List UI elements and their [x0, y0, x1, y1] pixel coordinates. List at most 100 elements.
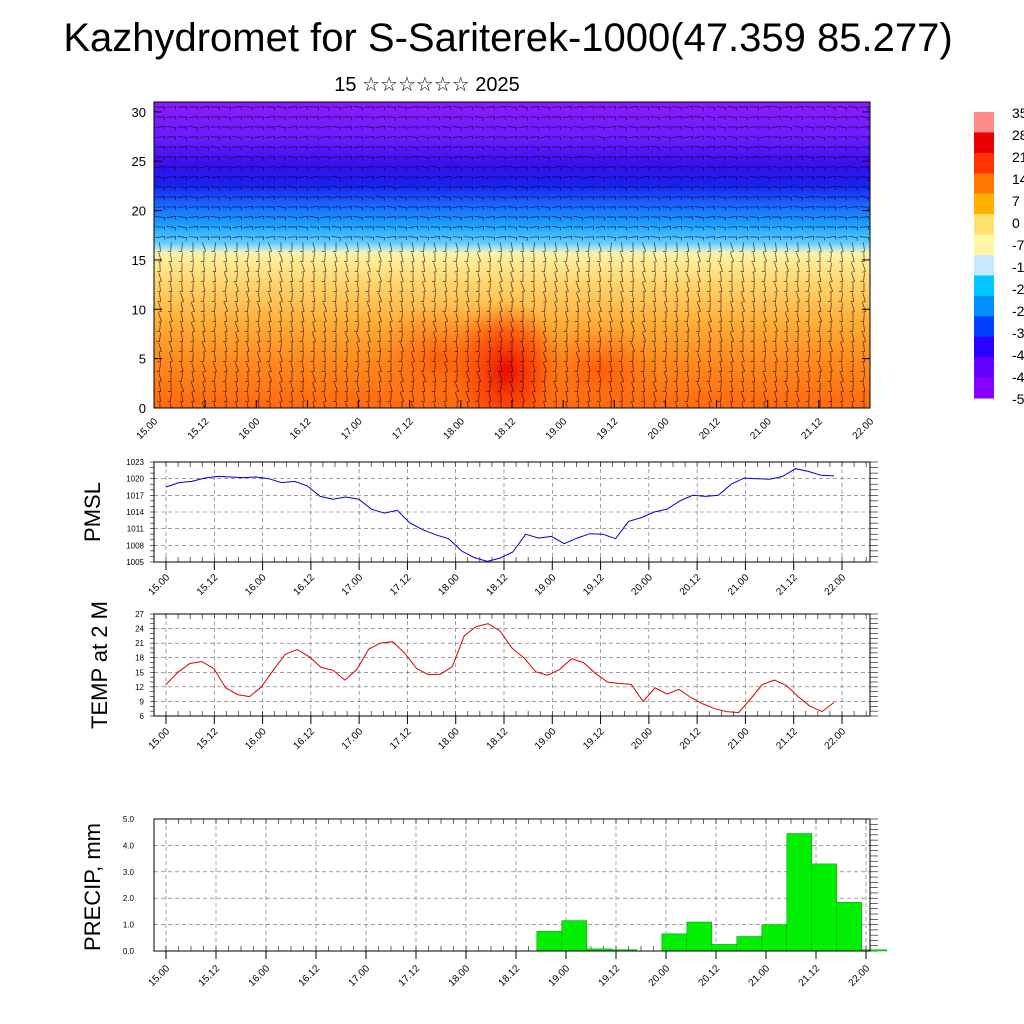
wind-barb — [760, 186, 770, 191]
wind-barb — [335, 402, 337, 408]
wind-barb — [860, 272, 865, 282]
wind-barb — [518, 216, 528, 221]
wind-barb — [465, 352, 469, 363]
wind-barb — [301, 392, 305, 403]
wind-barb — [365, 362, 370, 372]
wind-barb — [474, 176, 485, 180]
wind-barb — [619, 342, 623, 352]
wind-barb — [243, 226, 254, 230]
wind-barb — [793, 106, 804, 110]
warm-area — [370, 305, 510, 408]
wind-barb — [199, 216, 210, 220]
y-tick-label: 12 — [135, 683, 144, 692]
wind-barb — [191, 302, 196, 313]
wind-barb — [826, 176, 837, 180]
wind-barb — [331, 126, 341, 131]
wind-barb — [320, 196, 331, 200]
wind-barb — [354, 272, 359, 282]
wind-barb — [619, 242, 623, 253]
wind-barb — [784, 292, 789, 303]
wind-barb — [796, 252, 801, 263]
y-tick-label: 30 — [132, 105, 146, 120]
wind-barb — [850, 242, 854, 253]
wind-barb — [298, 106, 309, 110]
wind-barb — [442, 262, 447, 272]
wind-barb — [419, 106, 429, 111]
wind-barb — [762, 342, 766, 353]
wind-barb — [629, 332, 634, 342]
wind-barb — [487, 272, 492, 283]
wind-barb — [344, 312, 349, 323]
wind-barb — [518, 156, 528, 161]
wind-barb — [211, 282, 216, 292]
wind-barb — [684, 302, 689, 312]
wind-barb — [419, 226, 429, 231]
wind-barb — [244, 382, 249, 392]
wind-barb — [628, 126, 638, 131]
wind-barb — [533, 402, 535, 408]
wind-barb — [243, 126, 254, 130]
wind-barb — [796, 402, 799, 408]
wind-barb — [430, 186, 440, 191]
wind-barb — [573, 116, 583, 121]
wind-barb — [256, 372, 261, 383]
wind-barb — [782, 106, 793, 110]
wind-barb — [420, 242, 425, 252]
wind-barb — [496, 216, 507, 220]
wind-barb — [200, 272, 205, 282]
wind-barb — [839, 362, 843, 373]
wind-barb — [401, 402, 403, 408]
wind-barb — [859, 206, 869, 211]
wind-barb — [399, 242, 403, 253]
wind-barb — [452, 196, 462, 201]
wind-barb — [740, 312, 744, 323]
wind-barb — [278, 312, 282, 323]
wind-barb — [565, 262, 570, 273]
wind-barb — [420, 362, 425, 372]
wind-barb — [232, 206, 242, 211]
wind-barb — [245, 262, 250, 273]
wind-barb — [518, 106, 528, 111]
wind-barb — [784, 332, 788, 343]
wind-barb — [452, 206, 463, 210]
wind-barb — [551, 216, 561, 221]
wind-barb — [586, 342, 590, 353]
wind-barb — [686, 402, 689, 408]
x-tick-label: 19.12 — [595, 416, 621, 442]
wind-barb — [651, 362, 656, 372]
wind-barb — [334, 252, 338, 263]
wind-barb — [663, 332, 668, 343]
wind-barb — [267, 262, 271, 273]
wind-barb — [475, 392, 480, 402]
wind-barb — [630, 292, 635, 303]
wind-barb — [320, 126, 331, 130]
wind-barb — [433, 332, 437, 343]
wind-barb — [409, 382, 414, 392]
wind-barb — [763, 312, 767, 323]
wind-barb — [419, 216, 429, 221]
wind-barb — [466, 372, 470, 383]
wind-barb — [221, 226, 231, 231]
wind-barb — [298, 135, 309, 140]
wind-barb — [551, 196, 562, 200]
wind-barb — [364, 126, 374, 131]
wind-barb — [210, 166, 220, 171]
wind-barb — [697, 272, 701, 283]
wind-barb — [540, 226, 551, 230]
wind-barb — [386, 156, 397, 160]
wind-barb — [310, 342, 315, 352]
wind-barb — [200, 252, 205, 262]
wind-barb — [531, 372, 535, 382]
wind-barb — [353, 126, 364, 130]
wind-barb — [312, 322, 316, 333]
wind-barb — [783, 392, 788, 402]
wind-barb — [584, 156, 594, 161]
wind-barb — [235, 332, 239, 343]
wind-barb — [177, 156, 187, 161]
wind-barb — [860, 372, 865, 382]
wind-barb — [267, 282, 271, 293]
wind-barb — [727, 156, 737, 161]
colorbar-swatch — [974, 234, 994, 256]
wind-barb — [232, 166, 243, 170]
wind-barb — [518, 206, 529, 210]
